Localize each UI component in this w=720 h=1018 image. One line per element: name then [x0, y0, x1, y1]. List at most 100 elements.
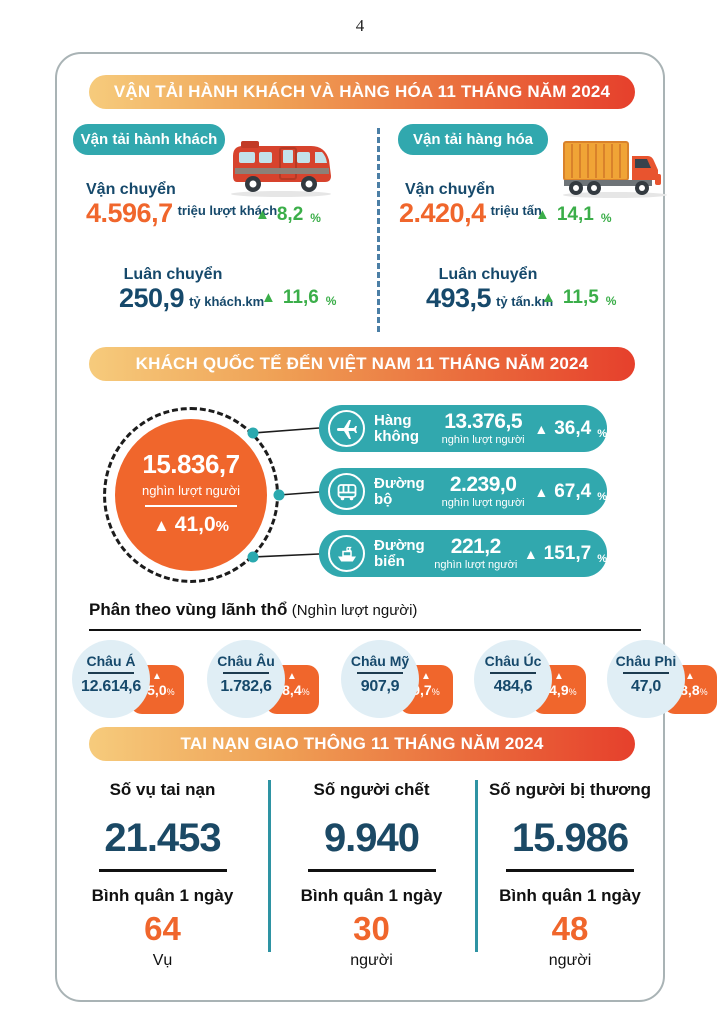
bus-icon — [328, 473, 365, 510]
percent-sign: % — [600, 211, 612, 225]
passenger-carried-value: 4.596,7 — [86, 198, 173, 228]
freight-carried-value-row: 2.420,4 triệu tấn — [399, 200, 542, 227]
percent-sign: % — [301, 687, 310, 697]
increase-icon: ▲ — [523, 545, 538, 562]
total-visitors-value: 15.836,7 — [142, 449, 240, 479]
underline — [98, 869, 227, 872]
change-value: 11,5 — [562, 287, 599, 308]
passenger-rotated-value: 250,9 — [119, 283, 185, 313]
region-badge-africa: Châu Phi 47,0 — [607, 640, 685, 718]
connector-lines — [247, 427, 320, 563]
passenger-carried-label: Vận chuyển — [86, 181, 176, 198]
percent-sign: % — [431, 687, 440, 697]
mode-unit: nghìn lượt người — [441, 434, 525, 446]
region-badge-asia: Châu Á 12.614,6 — [72, 640, 150, 718]
banner-accidents: TAI NẠN GIAO THÔNG 11 THÁNG NĂM 2024 — [89, 727, 635, 761]
increase-icon: ▲ — [152, 516, 170, 535]
ship-icon — [328, 535, 365, 572]
mode-value-block: 221,2 nghìn lượt người — [432, 536, 520, 571]
region-value: 484,6 — [493, 678, 533, 695]
accident-col-deaths: Số người chết 9.940 Bình quân 1 ngày 30 … — [268, 780, 475, 970]
region-value: 12.614,6 — [81, 678, 141, 695]
percent-sign: % — [568, 687, 577, 697]
increase-icon: ▲ — [421, 671, 431, 682]
accident-avg-value: 30 — [353, 910, 390, 947]
freight-rotated-value: 493,5 — [426, 283, 492, 313]
percent-sign: % — [310, 211, 321, 225]
accident-total: 9.940 — [323, 816, 420, 860]
passenger-bus-icon — [231, 141, 331, 197]
divider-line — [623, 672, 669, 674]
mode-value-block: 13.376,5 nghìn lượt người — [436, 411, 531, 446]
underline — [506, 869, 634, 872]
page-number: 4 — [355, 16, 365, 35]
region-badge-america: Châu Mỹ 907,9 — [341, 640, 419, 718]
infographic-board: VẬN TẢI HÀNH KHÁCH VÀ HÀNG HÓA 11 THÁNG … — [55, 52, 717, 1002]
regions-heading: Phân theo vùng lãnh thổ (Nghìn lượt ngườ… — [89, 600, 417, 620]
banner-transport: VẬN TẢI HÀNH KHÁCH VÀ HÀNG HÓA 11 THÁNG … — [89, 75, 635, 109]
change-value: 151,7 — [543, 542, 592, 564]
increase-icon: ▲ — [685, 671, 695, 682]
mode-value-block: 2.239,0 nghìn lượt người — [436, 474, 531, 509]
region-name: Châu Mỹ — [350, 653, 410, 669]
passenger-carried-change: ▲ 8,2% — [255, 205, 321, 224]
accident-avg-label: Bình quân 1 ngày — [91, 886, 234, 905]
mode-unit: nghìn lượt người — [434, 559, 518, 571]
passenger-carried-value-row: 4.596,7 triệu lượt khách — [86, 200, 277, 227]
regions-heading-note: (Nghìn lượt người) — [291, 602, 418, 619]
percent-sign: % — [166, 687, 175, 697]
passenger-carried-unit: triệu lượt khách — [177, 203, 278, 218]
column-divider — [377, 128, 380, 332]
total-visitors-change: ▲ 41,0% — [115, 513, 267, 537]
increase-icon: ▲ — [287, 671, 297, 682]
mode-label: Hàng không — [374, 411, 419, 445]
plane-icon — [328, 410, 365, 447]
freight-carried-label: Vận chuyển — [405, 181, 495, 198]
mode-value: 2.239,0 — [449, 473, 517, 496]
accident-label: Số vụ tai nạn — [109, 780, 216, 799]
accident-avg-label: Bình quân 1 ngày — [499, 886, 641, 905]
increase-icon: ▲ — [255, 206, 270, 223]
region-value: 907,9 — [360, 678, 400, 695]
percent-sign: % — [699, 687, 708, 697]
total-visitors-circle: 15.836,7 nghìn lượt người ▲ 41,0% — [115, 419, 267, 571]
total-visitors-unit: nghìn lượt người — [141, 483, 241, 498]
region-badge-europe: Châu Âu 1.782,6 — [207, 640, 285, 718]
mode-label: Đường biển — [374, 536, 425, 570]
freight-carried-change: ▲ 14,1% — [535, 205, 612, 224]
passenger-rotated-change: ▲ 11,6% — [261, 288, 336, 307]
accident-total: 15.986 — [511, 816, 629, 860]
increase-icon: ▲ — [541, 289, 556, 306]
increase-icon: ▲ — [535, 206, 550, 223]
accident-avg-unit: người — [548, 952, 592, 969]
accident-col-injuries: Số người bị thương 15.986 Bình quân 1 ng… — [475, 780, 665, 970]
region-value: 1.782,6 — [220, 678, 272, 695]
change-value: 8,2 — [276, 204, 304, 225]
increase-icon: ▲ — [534, 483, 549, 500]
freight-rotated-value-row: 493,5 tỷ tấn.km — [426, 285, 553, 312]
region-name: Châu Âu — [217, 653, 275, 669]
change-value: 67,4 — [554, 480, 592, 502]
accident-avg-unit: Vụ — [152, 952, 173, 969]
accident-column-divider — [268, 780, 271, 952]
accident-avg-value: 64 — [144, 910, 181, 947]
freight-carried-value: 2.420,4 — [399, 198, 486, 228]
mode-label: Đường bộ — [374, 474, 425, 508]
passenger-rotated-label: Luân chuyển — [123, 266, 223, 283]
percent-sign: % — [325, 294, 337, 308]
freight-rotated-label: Luân chuyển — [438, 266, 538, 283]
freight-carried-unit: triệu tấn — [490, 203, 542, 218]
mode-change: ▲ 67,4% — [534, 481, 607, 503]
increase-icon: ▲ — [554, 671, 564, 682]
percent-sign: % — [597, 427, 607, 440]
passenger-rotated-unit: tỷ khách.km — [189, 294, 265, 309]
mode-pill-road: Đường bộ 2.239,0 nghìn lượt người ▲ 67,4… — [319, 468, 607, 515]
accident-col-cases: Số vụ tai nạn 21.453 Bình quân 1 ngày 64… — [57, 780, 268, 970]
divider-line — [88, 672, 134, 674]
accident-avg-label: Bình quân 1 ngày — [300, 886, 443, 905]
freight-rotated-unit: tỷ tấn.km — [496, 294, 554, 309]
accident-label: Số người bị thương — [488, 780, 652, 799]
freight-truck-icon — [563, 141, 667, 198]
change-value: 41,0 — [174, 513, 216, 536]
